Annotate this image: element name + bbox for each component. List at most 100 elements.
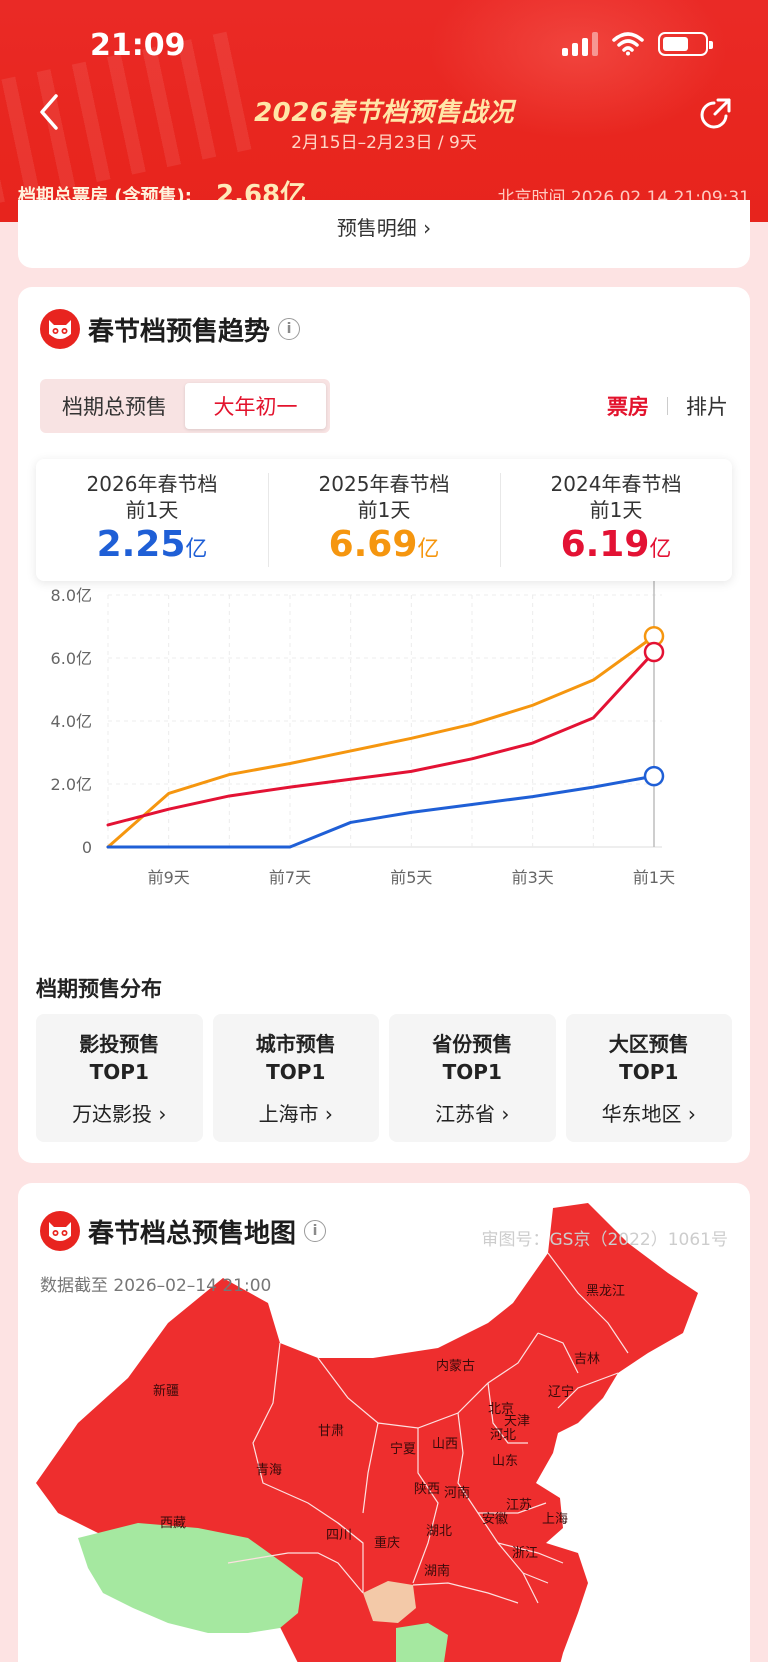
maoyan-cat-icon <box>40 309 80 349</box>
compare-2025: 2025年春节档 前1天 6.69亿 <box>268 459 500 581</box>
y-tick-label: 4.0亿 <box>51 712 92 731</box>
prov-shandong: 山东 <box>492 1454 518 1469</box>
y-tick-label: 2.0亿 <box>51 775 92 794</box>
map-data-date: 数据截至 2026–02–14 21:00 <box>40 1276 272 1296</box>
dist-name: 大区预售 <box>608 1032 689 1056</box>
prov-jilin: 吉林 <box>574 1352 600 1367</box>
prov-henan: 河南 <box>444 1485 470 1501</box>
prov-jiangsu: 江苏 <box>506 1497 532 1513</box>
map-labels: 黑龙江 吉林 辽宁 内蒙古 新疆 北京 天津 甘肃 河北 宁夏 山西 山东 青海… <box>153 1284 625 1579</box>
prov-tianjin: 天津 <box>504 1414 530 1429</box>
prov-sichuan: 四川 <box>326 1528 352 1543</box>
page-subtitle: 2月15日–2月23日 / 9天 <box>291 133 477 153</box>
back-button[interactable] <box>34 92 64 132</box>
map-title: 春节档总预售地图 <box>88 1218 297 1249</box>
toggle-screenings[interactable]: 排片 <box>686 395 728 419</box>
toggle-divider <box>667 397 668 415</box>
map-region-xizang <box>78 1523 303 1633</box>
info-icon[interactable]: i <box>278 318 301 340</box>
dist-name: 影投预售 <box>79 1032 160 1056</box>
maoyan-cat-icon <box>40 1211 80 1251</box>
compare-year: 2025年春节档 <box>318 472 450 496</box>
x-tick-label: 前9天 <box>148 868 190 887</box>
prov-shanxi: 山西 <box>432 1437 458 1452</box>
map-region-chongqing <box>363 1581 416 1623</box>
dist-card-city[interactable]: 城市预售 TOP1 上海市 › <box>212 1014 379 1142</box>
battery-icon <box>658 32 713 56</box>
x-tick-label: 前3天 <box>512 868 554 887</box>
series-line-1 <box>106 650 656 827</box>
x-tick-label: 前7天 <box>269 868 311 887</box>
prov-hubei: 湖北 <box>426 1524 452 1539</box>
dist-rank: TOP1 <box>619 1060 679 1084</box>
trend-title: 春节档预售趋势 <box>88 316 271 347</box>
dist-value: 华东地区 › <box>601 1102 696 1126</box>
page-header: 21:09 2026春节档预售战况 2月15日–2月23日 / 9天 档期总票房… <box>0 0 768 222</box>
dist-value: 万达影投 › <box>72 1102 167 1126</box>
share-button[interactable] <box>696 94 736 134</box>
prov-beijing: 北京 <box>488 1402 514 1417</box>
compare-value: 6.69亿 <box>328 524 440 565</box>
y-tick-label: 8.0亿 <box>51 586 92 605</box>
prov-heilongjiang: 黑龙江 <box>586 1284 625 1299</box>
prov-hebei: 河北 <box>490 1428 516 1443</box>
segment-first-day[interactable]: 大年初一 <box>185 383 326 429</box>
presale-detail-link[interactable]: 预售明细 › <box>336 216 432 240</box>
dist-rank: TOP1 <box>89 1060 149 1084</box>
prov-chongqing: 重庆 <box>374 1535 400 1551</box>
map-borders <box>227 1252 629 1604</box>
prov-shaanxi: 陕西 <box>414 1482 440 1497</box>
dist-rank: TOP1 <box>442 1060 502 1084</box>
presale-detail-card: 预售明细 › <box>18 200 750 268</box>
compare-value: 2.25亿 <box>96 524 208 565</box>
series-line-0 <box>106 634 656 849</box>
page-title: 2026春节档预售战况 <box>254 98 514 128</box>
prov-neimenggu: 内蒙古 <box>436 1358 475 1374</box>
series-line-2 <box>106 774 656 849</box>
dist-value: 江苏省 › <box>435 1102 510 1126</box>
year-comparison-tooltip: 2026年春节档 前1天 2.25亿 2025年春节档 前1天 6.69亿 20… <box>36 459 732 581</box>
distribution-title: 档期预售分布 <box>36 977 162 1001</box>
dist-card-region[interactable]: 大区预售 TOP1 华东地区 › <box>565 1014 732 1142</box>
wifi-icon <box>612 32 644 56</box>
compare-day: 前1天 <box>357 498 411 522</box>
prov-gansu: 甘肃 <box>318 1424 344 1439</box>
prov-xizang: 西藏 <box>160 1516 186 1531</box>
compare-year: 2026年春节档 <box>86 472 218 496</box>
prov-liaoning: 辽宁 <box>548 1384 574 1400</box>
compare-value: 6.19亿 <box>560 524 672 565</box>
dist-name: 城市预售 <box>255 1032 336 1056</box>
prov-zhejiang: 浙江 <box>512 1546 538 1561</box>
segment-total-presale[interactable]: 档期总预售 <box>62 395 167 419</box>
prov-qinghai: 青海 <box>256 1463 282 1478</box>
prov-hunan: 湖南 <box>424 1563 450 1579</box>
signal-icon <box>562 32 598 56</box>
compare-year: 2024年春节档 <box>550 472 682 496</box>
series-end-point-2 <box>643 765 665 787</box>
dist-name: 省份预售 <box>432 1032 513 1056</box>
map-approval-code: 审图号：GS京（2022）1061号 <box>481 1230 729 1250</box>
compare-2024: 2024年春节档 前1天 6.19亿 <box>500 459 732 581</box>
presale-trend-card: 春节档预售趋势 i 档期总预售 大年初一 票房 排片 2026年春节档 前1天 … <box>18 287 750 1163</box>
status-time: 21:09 <box>90 28 186 63</box>
trend-section-header: 春节档预售趋势 i <box>40 309 301 349</box>
presale-map-card: 黑龙江 吉林 辽宁 内蒙古 新疆 北京 天津 甘肃 河北 宁夏 山西 山东 青海… <box>18 1183 750 1662</box>
compare-2026: 2026年春节档 前1天 2.25亿 <box>36 459 268 581</box>
prov-ningxia: 宁夏 <box>390 1441 416 1457</box>
x-tick-label: 前1天 <box>633 868 675 887</box>
info-icon[interactable]: i <box>304 1220 327 1242</box>
prov-xinjiang: 新疆 <box>153 1383 179 1399</box>
y-tick-label: 0 <box>82 838 92 857</box>
distribution-row: 影投预售 TOP1 万达影投 › 城市预售 TOP1 上海市 › 省份预售 TO… <box>36 1014 732 1142</box>
dist-value: 上海市 › <box>258 1102 333 1126</box>
dist-card-province[interactable]: 省份预售 TOP1 江苏省 › <box>389 1014 556 1142</box>
x-tick-label: 前5天 <box>390 868 432 887</box>
toggle-box-office[interactable]: 票房 <box>607 395 649 419</box>
china-presale-map[interactable]: 黑龙江 吉林 辽宁 内蒙古 新疆 北京 天津 甘肃 河北 宁夏 山西 山东 青海… <box>18 1183 750 1662</box>
prov-anhui: 安徽 <box>482 1512 508 1527</box>
compare-day: 前1天 <box>589 498 643 522</box>
y-tick-label: 6.0亿 <box>51 649 92 668</box>
dist-card-cinema-investor[interactable]: 影投预售 TOP1 万达影投 › <box>36 1014 203 1142</box>
prov-shanghai: 上海 <box>542 1512 568 1527</box>
